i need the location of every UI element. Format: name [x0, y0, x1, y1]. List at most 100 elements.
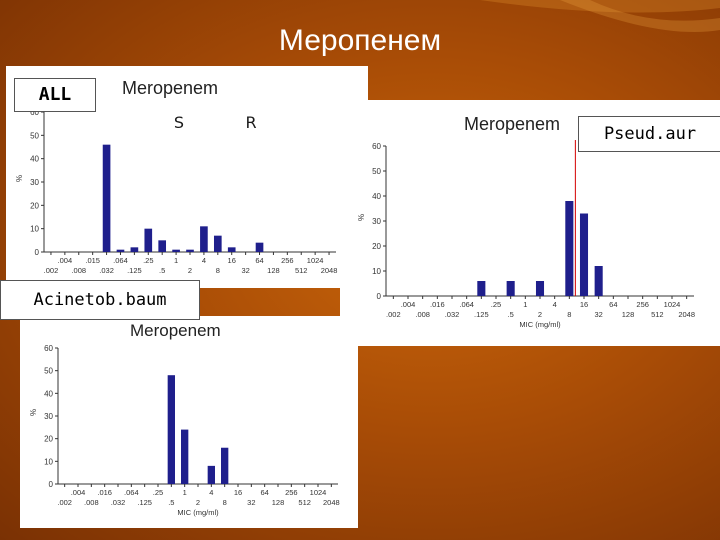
x-axis-label: MIC (mg/ml) [177, 508, 219, 517]
x-tick-label: .125 [137, 498, 152, 507]
y-tick-label: 60 [30, 108, 39, 117]
x-tick-label: .002 [57, 498, 72, 507]
bar [172, 249, 180, 252]
x-tick-label: 2048 [323, 498, 340, 507]
x-tick-label: .002 [44, 266, 59, 275]
y-tick-label: 50 [372, 167, 381, 176]
y-tick-label: 30 [44, 412, 53, 421]
chart-title: Meropenem [122, 78, 218, 98]
x-tick-label: .016 [97, 488, 112, 497]
bar [535, 281, 545, 296]
x-tick-label: 32 [594, 310, 602, 319]
resistant-marker: R [245, 113, 257, 132]
bar [579, 213, 589, 296]
x-tick-label: .5 [159, 266, 165, 275]
bar [565, 201, 574, 296]
slide-title: Меропенем [278, 24, 442, 57]
x-tick-label: .125 [474, 310, 489, 319]
x-tick-label: .008 [71, 266, 86, 275]
chart-title: Meropenem [130, 321, 221, 340]
y-tick-label: 60 [372, 142, 381, 151]
y-tick-label: 10 [44, 457, 53, 466]
bar [207, 465, 215, 484]
bar [144, 228, 153, 252]
x-tick-label: .004 [71, 488, 86, 497]
bar [158, 240, 167, 252]
x-tick-label: .064 [459, 300, 474, 309]
x-tick-label: 256 [636, 300, 649, 309]
bar [167, 375, 175, 484]
x-tick-label: 2 [538, 310, 542, 319]
y-tick-label: 40 [44, 389, 53, 398]
y-tick-label: 20 [44, 435, 53, 444]
chart-panel-acinetobacter: Meropenem 0 10 20 30 40 50 60% .004 .016 .064 .25 1 4… [20, 316, 358, 528]
y-axis-label: % [29, 409, 38, 416]
x-tick-label: .5 [508, 310, 514, 319]
x-tick-label: 512 [651, 310, 664, 319]
y-tick-label: 50 [44, 367, 53, 376]
y-tick-label: 40 [372, 192, 381, 201]
x-tick-label: 128 [622, 310, 635, 319]
y-tick-label: 50 [30, 131, 39, 140]
y-tick-label: 30 [30, 178, 39, 187]
bar [130, 247, 139, 252]
y-axis-label: % [357, 214, 366, 221]
x-tick-label: 4 [202, 256, 206, 265]
x-tick-label: .016 [430, 300, 445, 309]
x-tick-label: .008 [84, 498, 99, 507]
x-axis-label: MIC (mg/ml) [519, 320, 561, 329]
x-tick-label: 2 [188, 266, 192, 275]
x-tick-label: .004 [58, 256, 73, 265]
x-tick-label: .008 [415, 310, 430, 319]
susceptible-marker: S [173, 113, 185, 132]
x-tick-label: 64 [255, 256, 263, 265]
bar [181, 429, 189, 484]
x-tick-label: 512 [295, 266, 308, 275]
x-tick-label: 2048 [678, 310, 695, 319]
x-tick-label: 2 [196, 498, 200, 507]
x-tick-label: 256 [281, 256, 294, 265]
x-tick-label: .125 [127, 266, 142, 275]
x-tick-label: 1 [523, 300, 527, 309]
x-tick-label: 32 [247, 498, 255, 507]
y-tick-label: 40 [30, 155, 39, 164]
x-tick-label: 1 [183, 488, 187, 497]
bar [221, 447, 229, 484]
x-tick-label: 8 [567, 310, 571, 319]
y-tick-label: 10 [372, 267, 381, 276]
y-tick-label: 0 [377, 292, 382, 301]
decorative-swoosh [480, 0, 720, 32]
y-tick-label: 0 [49, 480, 54, 489]
x-tick-label: 4 [209, 488, 213, 497]
x-tick-label: 32 [241, 266, 249, 275]
bar [477, 281, 486, 296]
y-tick-label: 10 [30, 225, 39, 234]
x-tick-label: 256 [285, 488, 298, 497]
x-tick-label: 1024 [310, 488, 327, 497]
x-tick-label: .25 [491, 300, 501, 309]
x-tick-label: .5 [168, 498, 174, 507]
group-label-acinetobacter: Acinetob.baum [0, 280, 200, 320]
bar [102, 144, 111, 252]
x-tick-label: 16 [228, 256, 236, 265]
x-tick-label: 512 [298, 498, 311, 507]
x-tick-label: 16 [234, 488, 242, 497]
x-tick-label: 1024 [307, 256, 324, 265]
group-label-all: ALL [14, 78, 96, 112]
bar [594, 266, 603, 296]
group-label-pseudomonas: Pseud.aur [578, 116, 720, 152]
chart-all: Meropenem 0 10 20 30 40 50 60% .004 .015 .064 .25 1 4… [15, 78, 337, 275]
x-tick-label: 128 [272, 498, 285, 507]
y-tick-label: 30 [372, 217, 381, 226]
bar [255, 242, 264, 252]
y-tick-label: 60 [44, 344, 53, 353]
x-tick-label: .032 [111, 498, 126, 507]
bar [116, 249, 125, 252]
x-tick-label: .064 [124, 488, 139, 497]
bar [506, 281, 515, 296]
bar [227, 247, 236, 252]
x-tick-label: .032 [99, 266, 114, 275]
x-tick-label: 4 [553, 300, 557, 309]
y-tick-label: 20 [372, 242, 381, 251]
y-tick-label: 20 [30, 201, 39, 210]
